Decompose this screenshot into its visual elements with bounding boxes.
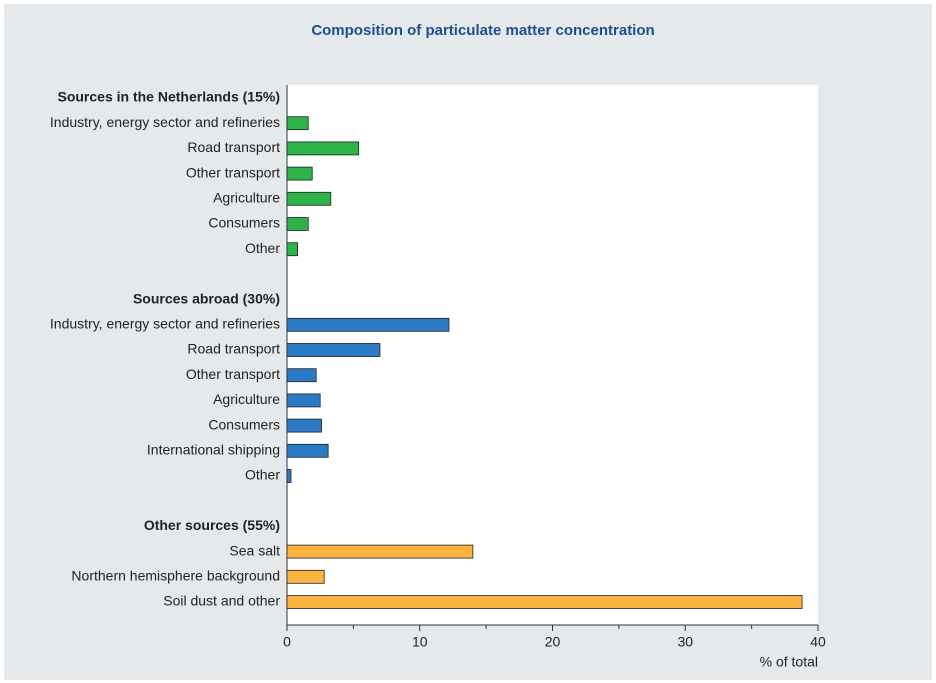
- bar: [286, 418, 322, 433]
- y-tick-label: Consumers: [208, 215, 280, 231]
- bar: [286, 544, 474, 559]
- bar: [286, 443, 329, 458]
- group-header: Sources abroad (30%): [133, 290, 280, 306]
- y-tick-label: Other: [245, 467, 280, 483]
- bar: [286, 569, 325, 584]
- bar: [286, 191, 332, 206]
- y-tick-label: Road transport: [187, 341, 280, 357]
- bar: [286, 166, 313, 181]
- y-tick-label: Other: [245, 240, 280, 256]
- y-tick-label: Other transport: [186, 164, 280, 180]
- bar: [286, 343, 381, 357]
- y-tick-label: Industry, energy sector and refineries: [50, 114, 280, 130]
- y-tick-label: Other transport: [186, 366, 280, 382]
- y-tick-label: International shipping: [147, 442, 280, 458]
- y-tick-label: Soil dust and other: [163, 593, 280, 609]
- group-header: Other sources (55%): [144, 517, 280, 533]
- y-tick-label: Consumers: [208, 416, 280, 432]
- x-tick-label: 20: [545, 634, 561, 650]
- bar: [286, 317, 450, 332]
- x-tick-label: 0: [283, 634, 291, 650]
- bar: [286, 217, 309, 231]
- x-tick-label: 30: [677, 634, 693, 650]
- y-tick-label: Road transport: [187, 139, 280, 155]
- bar: [286, 595, 803, 609]
- bar: [286, 393, 321, 408]
- bar: [286, 368, 317, 383]
- x-tick-label: 10: [412, 634, 428, 650]
- x-tick-label: 40: [810, 634, 826, 650]
- bar: [286, 469, 292, 483]
- y-tick-label: Agriculture: [213, 391, 280, 407]
- group-header: Sources in the Netherlands (15%): [57, 89, 280, 105]
- y-tick-label: Sea salt: [229, 542, 280, 558]
- y-tick-label: Northern hemisphere background: [71, 568, 280, 584]
- y-tick-label: Agriculture: [213, 190, 280, 206]
- bar: [286, 141, 360, 156]
- bar: [286, 242, 299, 257]
- bar: [286, 116, 309, 131]
- x-axis-label: % of total: [760, 654, 818, 670]
- chart-title: Composition of particulate matter concen…: [311, 22, 654, 39]
- y-tick-label: Industry, energy sector and refineries: [50, 316, 280, 332]
